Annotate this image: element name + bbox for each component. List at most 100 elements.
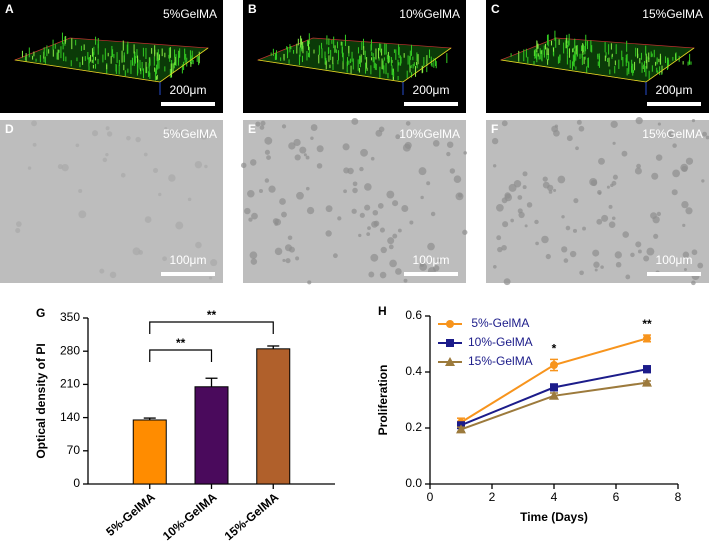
cell-spot (553, 188, 557, 192)
cell-spot (635, 117, 643, 125)
cell-spot (200, 132, 208, 140)
cell-spot (702, 131, 707, 137)
point (643, 334, 651, 343)
y-tick-label: 0 (73, 476, 80, 490)
cell-spot (294, 154, 301, 161)
cell-spot (352, 181, 358, 187)
cell-spot (453, 175, 462, 183)
point (550, 361, 558, 369)
cell-spot (671, 189, 678, 196)
cell-spot (144, 216, 152, 223)
panel-label: D (5, 122, 14, 136)
cell-spot (105, 152, 109, 157)
cell-spot (705, 135, 709, 140)
cell-spot (310, 124, 318, 131)
cell-spot (655, 154, 663, 161)
cell-spot (553, 129, 560, 137)
cell-spot (592, 249, 600, 257)
cell-spot (672, 169, 680, 178)
cell-spot (504, 192, 511, 199)
cell-spot (368, 271, 375, 278)
cell-spot (691, 119, 696, 123)
y-tick-label: 0.0 (405, 476, 422, 490)
panel-title: 5%GelMA (163, 127, 217, 141)
cell-spot (680, 163, 689, 172)
y-axis-label: Optical density of PI (34, 343, 48, 458)
cell-spot (99, 268, 105, 274)
cell-spot (436, 258, 441, 263)
cell-spot (561, 215, 565, 219)
y-tick-label: 280 (60, 343, 80, 357)
cell-spot (274, 218, 282, 226)
cell-spot (279, 198, 286, 205)
cell-spot (541, 235, 549, 244)
x-axis-label: Time (Days) (520, 510, 588, 524)
y-tick-label: 70 (67, 443, 81, 457)
y-tick-label: 0.6 (405, 308, 422, 322)
point (456, 424, 466, 434)
cell-spot (462, 229, 468, 235)
cell-spot (175, 221, 184, 230)
cell-spot (526, 202, 533, 208)
cell-spot (492, 164, 497, 168)
cell-spot (143, 152, 148, 157)
cell-spot (299, 146, 307, 154)
cell-spot (378, 126, 385, 133)
cell-spot (419, 262, 425, 267)
cell-spot (102, 157, 108, 163)
cell-spot (606, 185, 610, 189)
cell-spot (380, 246, 387, 254)
panel-label: F (491, 122, 498, 136)
legend-marker (446, 339, 454, 347)
scale-label: 200μm (170, 83, 207, 97)
cell-spot (249, 251, 258, 260)
cell-spot (446, 151, 451, 157)
cell-spot (351, 208, 357, 214)
cell-spot (274, 247, 283, 256)
cell-spot (281, 124, 287, 129)
legend-label: 10%-GelMA (468, 335, 533, 349)
x-tick-label: 10%-GelMA (160, 490, 220, 543)
cell-spot (501, 197, 508, 204)
cell-spot (575, 146, 579, 151)
panel-title: 10%GelMA (399, 127, 460, 141)
cell-spot (264, 149, 270, 155)
cell-spot (501, 120, 508, 127)
cell-spot (109, 271, 117, 279)
cell-spot (288, 246, 295, 253)
panel-title: 15%GelMA (642, 7, 703, 21)
cell-spot (667, 131, 675, 139)
cell-spot (264, 178, 270, 183)
cell-spot (251, 212, 258, 220)
cell-spot (397, 228, 402, 233)
legend-label: 5%-GelMA (468, 316, 529, 330)
cell-spot (248, 217, 253, 222)
cell-spot (395, 134, 401, 140)
cell-spot (612, 141, 616, 145)
significance-label: ** (207, 308, 217, 322)
x-tick-label: 0 (427, 490, 434, 504)
cell-spot (288, 142, 296, 150)
cell-spot (372, 209, 379, 216)
bar (194, 386, 229, 485)
cell-spot (563, 258, 569, 263)
cell-spot (691, 249, 698, 256)
cell-spot (457, 193, 463, 198)
x-tick-label: 5%-GelMA (103, 490, 158, 539)
cell-spot (364, 204, 371, 211)
cell-spot (370, 253, 379, 262)
cell-spot (463, 151, 467, 155)
cell-spot (596, 218, 603, 225)
cell-spot (405, 121, 411, 126)
cell-spot (259, 125, 265, 130)
cell-spot (518, 211, 525, 219)
significance-label: ** (642, 317, 652, 331)
cell-spot (303, 153, 307, 157)
cell-spot (388, 244, 394, 250)
significance-bracket (149, 349, 213, 362)
cell-spot (392, 200, 399, 207)
cell-spot (682, 223, 686, 227)
cell-spot (295, 256, 300, 261)
cell-spot (240, 162, 247, 169)
cell-spot (91, 130, 99, 137)
